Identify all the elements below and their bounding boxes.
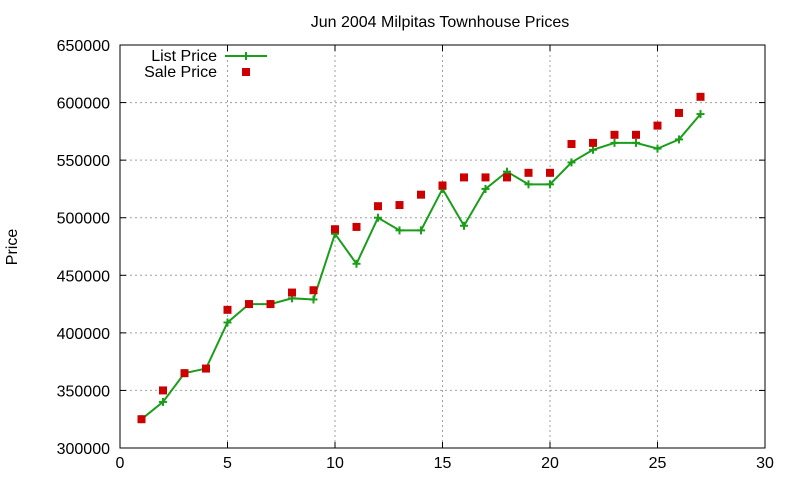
list-price-point (696, 110, 705, 119)
x-tick-label: 0 (116, 455, 125, 472)
sale-price-point (202, 364, 210, 373)
chart-title: Jun 2004 Milpitas Townhouse Prices (311, 14, 570, 31)
sale-price-point (589, 138, 597, 147)
sale-price-point (653, 121, 662, 130)
sale-price-point (288, 288, 296, 297)
list-price-point (417, 226, 425, 235)
list-price-point (675, 135, 683, 144)
sale-price-point (245, 300, 253, 309)
sale-price-point (309, 286, 318, 295)
x-tick-label: 10 (326, 455, 344, 472)
list-price-point (309, 295, 318, 304)
y-tick-label: 550000 (57, 153, 110, 170)
y-axis-label: Price (4, 229, 21, 266)
list-price-point (524, 180, 533, 189)
sale-price-point (417, 190, 425, 199)
list-price-point (395, 226, 404, 235)
x-tick-label: 15 (434, 455, 452, 472)
y-tick-label: 500000 (57, 211, 110, 228)
sale-price-point (546, 168, 554, 177)
list-price-point (352, 259, 361, 268)
legend: List Price Sale Price (144, 48, 267, 81)
y-tick-label: 350000 (57, 383, 110, 400)
sale-price-point (395, 201, 404, 210)
y-tick-label: 600000 (57, 96, 110, 113)
sale-price-point (223, 305, 232, 314)
list-price-point (589, 145, 597, 154)
x-tick-label: 25 (649, 455, 667, 472)
sale-price-point (696, 92, 705, 101)
list-price-point (610, 138, 619, 147)
sale-price-point (610, 130, 619, 139)
x-axis-ticks: 0 5 10 15 20 25 30 (116, 45, 774, 472)
y-axis-ticks: 300000 350000 400000 450000 500000 550000 6000… (57, 38, 765, 458)
sale-price-point (460, 173, 468, 182)
y-tick-label: 650000 (57, 38, 110, 55)
list-price-point (567, 158, 576, 167)
sale-price-point (352, 222, 361, 231)
legend-label-sale-price: Sale Price (144, 64, 217, 81)
x-tick-label: 30 (756, 455, 774, 472)
list-price-point (653, 144, 662, 153)
list-price-point (223, 318, 232, 327)
list-price-point (159, 397, 167, 406)
sale-price-point (632, 130, 640, 139)
y-tick-label: 450000 (57, 268, 110, 285)
sale-price-point (567, 140, 576, 149)
sale-price-point (331, 225, 339, 234)
sale-price-point (137, 415, 146, 424)
legend-marker-sale-price (242, 68, 250, 76)
sale-price-point (524, 168, 533, 177)
y-tick-label: 300000 (57, 441, 110, 458)
sale-price-point (374, 202, 382, 211)
series (137, 92, 705, 424)
sale-price-point (438, 181, 447, 190)
list-price-point (546, 180, 554, 189)
sale-price-point (503, 173, 511, 182)
list-price-point (460, 221, 468, 230)
sale-price-point (481, 173, 490, 182)
sale-price-point (159, 386, 167, 395)
sale-price-point (675, 108, 683, 117)
list-price-point (374, 213, 382, 222)
x-tick-label: 20 (541, 455, 559, 472)
y-tick-label: 400000 (57, 326, 110, 343)
list-price-point (632, 138, 640, 147)
legend-label-list-price: List Price (151, 48, 217, 65)
x-tick-label: 5 (223, 455, 232, 472)
grid (120, 45, 765, 448)
sale-price-point (180, 369, 189, 378)
sale-price-point (266, 300, 275, 309)
list-price-point (481, 184, 490, 193)
